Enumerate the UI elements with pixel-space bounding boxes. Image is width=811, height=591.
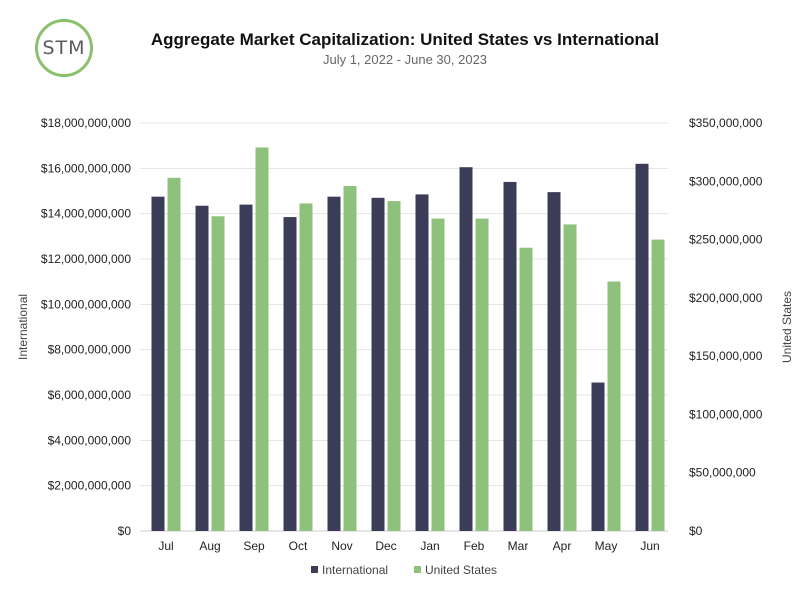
bar-united-states [387,201,401,532]
x-tick-label: Jun [640,539,659,553]
x-tick-label: Apr [553,539,572,553]
right-tick-label: $150,000,000 [689,349,763,363]
logo-text: STM [42,37,86,59]
right-tick-label: $250,000,000 [689,233,763,247]
left-axis-title: International [16,294,30,360]
right-tick-label: $0 [689,524,703,538]
bar-united-states [211,216,225,531]
bar-international [327,196,341,531]
left-tick-label: $2,000,000,000 [48,479,132,493]
x-tick-label: Aug [199,539,220,553]
bar-united-states [343,185,357,531]
right-tick-label: $350,000,000 [689,116,763,130]
legend-swatch [311,566,318,573]
x-tick-label: Mar [508,539,529,553]
bar-united-states [431,218,445,532]
bar-united-states [167,177,181,531]
left-tick-label: $12,000,000,000 [41,252,131,266]
x-tick-label: Jul [158,539,173,553]
legend: International United States [311,563,497,577]
bar-international [239,204,253,531]
x-tick-label: Nov [331,539,352,553]
chart-title: Aggregate Market Capitalization: United … [150,30,660,49]
x-axis-ticks: Jul Aug Sep Oct Nov Dec Jan Feb Mar Apr May Jun [158,539,659,553]
left-tick-label: $4,000,000,000 [48,433,132,447]
left-axis-ticks: $0 $2,000,000,000 $4,000,000,000 $6,000,000… [41,116,131,538]
left-tick-label: $6,000,000,000 [48,388,132,402]
x-tick-label: Oct [289,539,308,553]
bar-international [371,197,385,532]
legend-swatch [414,566,421,573]
bar-united-states [651,239,665,532]
bar-international [283,217,297,532]
bar-international [503,181,517,531]
bar-united-states [299,203,313,532]
x-tick-label: Dec [375,539,396,553]
legend-label: United States [425,563,497,577]
stm-logo: STM [35,19,93,77]
bar-international [547,192,561,531]
bar-international [151,196,165,531]
right-tick-label: $300,000,000 [689,174,763,188]
bars [151,147,665,532]
legend-label: International [322,563,388,577]
gridlines [140,122,668,532]
bar-international [635,163,649,532]
x-tick-label: May [595,539,618,553]
bar-united-states [255,147,269,532]
left-tick-label: $14,000,000,000 [41,207,131,221]
bar-united-states [519,247,533,531]
right-tick-label: $100,000,000 [689,407,763,421]
bar-united-states [607,281,621,531]
chart-subtitle: July 1, 2022 - June 30, 2023 [322,52,488,67]
bar-international [415,194,429,531]
bar-united-states [563,224,577,531]
bar-international [591,382,605,531]
x-tick-label: Jan [420,539,439,553]
bar-international [459,167,473,531]
x-tick-label: Sep [243,539,265,553]
bar-international [195,205,209,531]
left-tick-label: $10,000,000,000 [41,297,131,311]
x-tick-label: Feb [464,539,485,553]
right-tick-label: $200,000,000 [689,291,763,305]
left-tick-label: $18,000,000,000 [41,116,131,130]
left-tick-label: $0 [118,524,132,538]
right-tick-label: $50,000,000 [689,466,756,480]
right-axis-ticks: $0 $50,000,000 $100,000,000 $150,000,000 $20… [689,116,763,538]
left-tick-label: $8,000,000,000 [48,343,132,357]
left-tick-label: $16,000,000,000 [41,161,131,175]
right-axis-title: United States [780,291,794,363]
bar-united-states [475,218,489,532]
